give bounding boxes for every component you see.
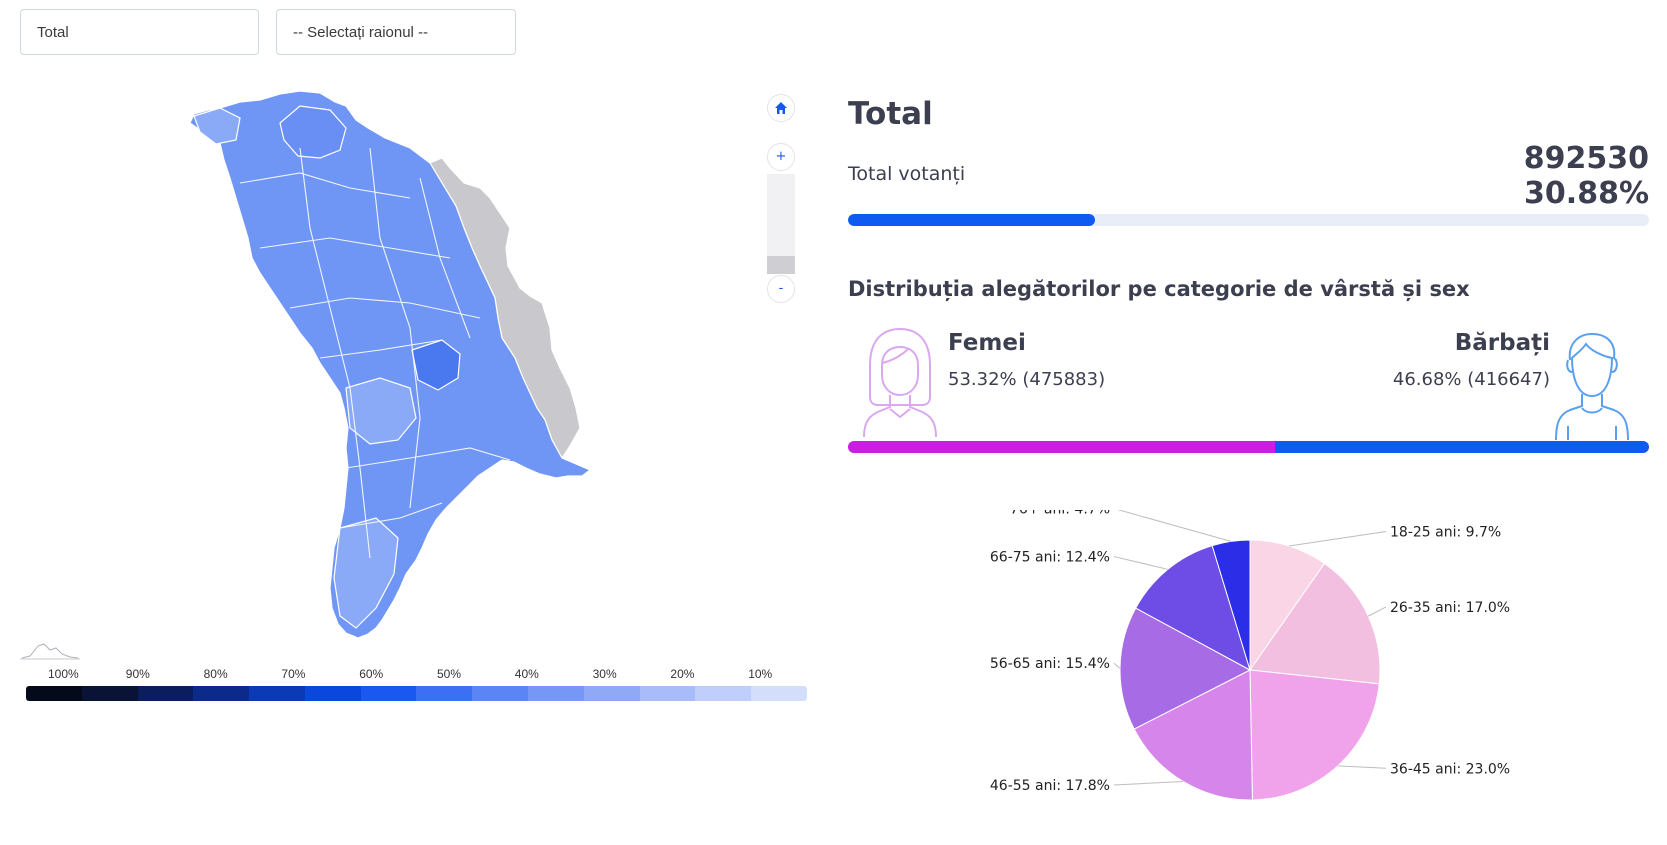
color-scale-legend bbox=[26, 686, 807, 701]
map-region-northwest[interactable] bbox=[193, 107, 241, 145]
male-label: Bărbați bbox=[1454, 330, 1550, 356]
pie-label: 26-35 ani: 17.0% bbox=[1390, 600, 1510, 616]
voters-label: Total votanți bbox=[848, 163, 966, 185]
gender-bar-male bbox=[1275, 441, 1649, 453]
pie-leader-line bbox=[1368, 606, 1387, 617]
legend-color-step bbox=[26, 686, 82, 701]
legend-color-step bbox=[360, 686, 417, 701]
age-pie-chart: 18-25 ani: 9.7% 26-35 ani: 17.0% 36-45 ani… bbox=[990, 510, 1510, 801]
woman-avatar-icon bbox=[863, 327, 937, 438]
legend-color-step bbox=[81, 686, 138, 701]
legend-color-step bbox=[639, 686, 696, 701]
pie-leader-line bbox=[1113, 662, 1121, 669]
male-value: 46.68% (416647) bbox=[1392, 369, 1550, 390]
pie-slice[interactable] bbox=[1249, 562, 1381, 685]
pie-label: 66-75 ani: 12.4% bbox=[990, 550, 1110, 566]
pie-label: 46-55 ani: 17.8% bbox=[990, 778, 1110, 794]
legend-tick: 10% bbox=[748, 667, 773, 681]
legend-tick: 90% bbox=[125, 667, 150, 681]
distribution-title: Distribuția alegătorilor pe categorie de… bbox=[848, 277, 1470, 301]
legend-color-step bbox=[249, 686, 305, 701]
map-region-south[interactable] bbox=[333, 517, 399, 629]
man-avatar-icon bbox=[1555, 332, 1629, 441]
histogram-sparkline-icon bbox=[20, 643, 80, 660]
zoom-in-button[interactable]: + bbox=[767, 143, 795, 171]
district-select[interactable]: -- Selectați raionul -- bbox=[276, 9, 516, 55]
legend-color-step bbox=[137, 686, 194, 701]
legend-color-step bbox=[416, 686, 473, 701]
legend-tick: 30% bbox=[592, 667, 617, 681]
legend-color-step bbox=[583, 686, 640, 701]
zoom-out-button[interactable]: - bbox=[767, 275, 795, 303]
legend-tick: 40% bbox=[514, 667, 539, 681]
zoom-slider-thumb[interactable] bbox=[767, 256, 795, 274]
voters-count: 892530 bbox=[1523, 141, 1649, 176]
voters-percent: 30.88% bbox=[1524, 176, 1649, 211]
legend-tick: 20% bbox=[670, 667, 695, 681]
map-region-center-west[interactable] bbox=[345, 377, 417, 445]
female-label: Femei bbox=[948, 330, 1026, 356]
legend-color-step bbox=[751, 686, 807, 701]
pie-leader-line bbox=[1117, 510, 1232, 542]
page-title: Total bbox=[848, 96, 933, 132]
category-select[interactable]: Total bbox=[20, 9, 259, 55]
legend-color-step bbox=[695, 686, 752, 701]
zoom-slider[interactable] bbox=[767, 174, 795, 274]
map-region-north[interactable] bbox=[279, 105, 347, 159]
pie-label: 56-65 ani: 15.4% bbox=[990, 656, 1110, 672]
pie-leader-line bbox=[1113, 780, 1184, 786]
legend-color-step bbox=[528, 686, 584, 701]
pie-slice[interactable] bbox=[1249, 539, 1326, 672]
gender-bar-female bbox=[848, 441, 1276, 453]
pie-leader-line bbox=[1288, 530, 1387, 547]
legend-tick: 100% bbox=[48, 667, 79, 681]
pie-label: 18-25 ani: 9.7% bbox=[1390, 524, 1501, 540]
legend-color-step bbox=[304, 686, 361, 701]
legend-color-step bbox=[193, 686, 250, 701]
pie-leader-line bbox=[1113, 556, 1168, 570]
home-button[interactable] bbox=[767, 94, 795, 122]
turnout-progress-bar bbox=[848, 214, 1649, 226]
home-icon bbox=[775, 102, 787, 114]
legend-tick: 70% bbox=[281, 667, 306, 681]
legend-tick: 50% bbox=[437, 667, 462, 681]
pie-slice[interactable] bbox=[1211, 539, 1251, 671]
female-value: 53.32% (475883) bbox=[948, 369, 1106, 390]
legend-tick: 80% bbox=[203, 667, 228, 681]
pie-leader-line bbox=[1337, 765, 1387, 769]
legend-tick: 60% bbox=[359, 667, 384, 681]
turnout-progress-fill bbox=[848, 214, 1096, 226]
pie-label: 36-45 ani: 23.0% bbox=[1390, 761, 1510, 777]
gender-split-bar bbox=[848, 441, 1649, 453]
pie-label: 76+ ani: 4.7% bbox=[1010, 510, 1110, 518]
legend-color-step bbox=[472, 686, 529, 701]
moldova-map[interactable] bbox=[180, 88, 640, 668]
pie-slice[interactable] bbox=[1249, 669, 1380, 801]
map-region-main[interactable] bbox=[189, 90, 592, 639]
